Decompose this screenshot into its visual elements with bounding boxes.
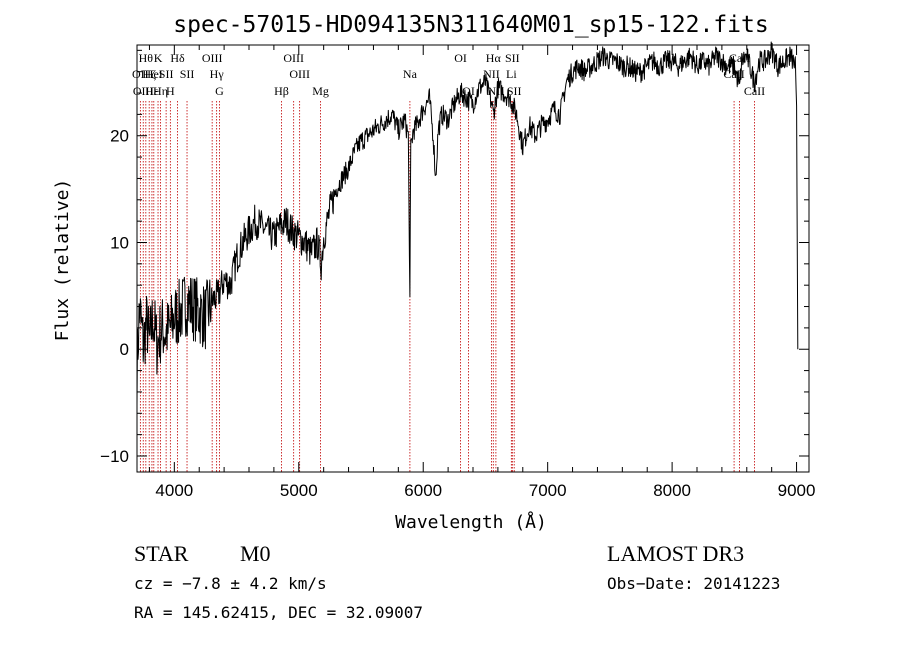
line-marker-label: SII xyxy=(180,67,195,81)
y-tick-label: 10 xyxy=(110,233,129,252)
x-tick-label: 6000 xyxy=(404,481,442,500)
velocity-readout: cz = −7.8 ± 4.2 km/s xyxy=(134,574,327,593)
x-axis-ticks: 4000 5000 6000 7000 8000 9000 xyxy=(148,45,816,500)
spectrum-series xyxy=(136,41,799,405)
coordinates: RA = 145.62415, DEC = 32.09007 xyxy=(134,603,423,622)
line-marker-label: Hβ xyxy=(274,84,289,98)
y-tick-label: −10 xyxy=(100,447,129,466)
line-marker-label: OIII xyxy=(289,67,310,81)
line-marker-label: OI xyxy=(454,51,467,65)
line-marker-label: SII xyxy=(505,51,520,65)
x-tick-label: 7000 xyxy=(529,481,567,500)
line-marker-label: Hζ xyxy=(142,67,156,81)
line-marker-label: SII xyxy=(159,67,174,81)
line-marker-label: Hα xyxy=(486,51,502,65)
line-marker-label: Hε xyxy=(145,84,159,98)
y-axis-label: Flux (relative) xyxy=(52,179,73,342)
x-tick-label: 8000 xyxy=(653,481,691,500)
chart-title: spec-57015-HD094135N311640M01_sp15-122.f… xyxy=(173,12,768,38)
object-subclass: M0 xyxy=(240,541,271,566)
x-tick-label: 4000 xyxy=(155,481,193,500)
x-axis-label: Wavelength (Å) xyxy=(395,511,547,533)
line-marker-label: H xyxy=(166,84,175,98)
object-class: STAR xyxy=(134,541,189,566)
line-marker-label: SII xyxy=(507,84,522,98)
line-marker-label: OII xyxy=(132,67,149,81)
x-tick-label: 5000 xyxy=(280,481,318,500)
line-marker-label: OIII xyxy=(283,51,304,65)
line-marker-label: OIII xyxy=(133,84,154,98)
spectrum-line xyxy=(136,41,799,405)
line-marker-label: Mg xyxy=(312,84,329,98)
line-marker-label: OIII xyxy=(202,51,223,65)
line-marker-label: Na xyxy=(403,67,418,81)
line-marker-label: Hη xyxy=(153,84,168,98)
y-tick-label: 0 xyxy=(120,340,129,359)
line-marker-label: Hθ xyxy=(139,51,154,65)
line-marker-label: K xyxy=(154,51,163,65)
x-tick-label: 9000 xyxy=(778,481,816,500)
line-marker-label: Li xyxy=(506,67,517,81)
survey-label: LAMOST DR3 xyxy=(607,541,744,566)
line-marker-label: G xyxy=(215,84,224,98)
y-tick-label: 20 xyxy=(110,127,129,146)
obs-date: Obs−Date: 20141223 xyxy=(607,574,780,593)
line-marker-label: NII xyxy=(483,67,500,81)
y-axis-ticks: −10 0 10 20 xyxy=(100,49,809,466)
line-marker-label: NII xyxy=(488,84,505,98)
line-marker-label: Hγ xyxy=(210,67,225,81)
line-marker-label: Hδ xyxy=(170,51,185,65)
line-marker-label: HeI xyxy=(145,67,163,81)
